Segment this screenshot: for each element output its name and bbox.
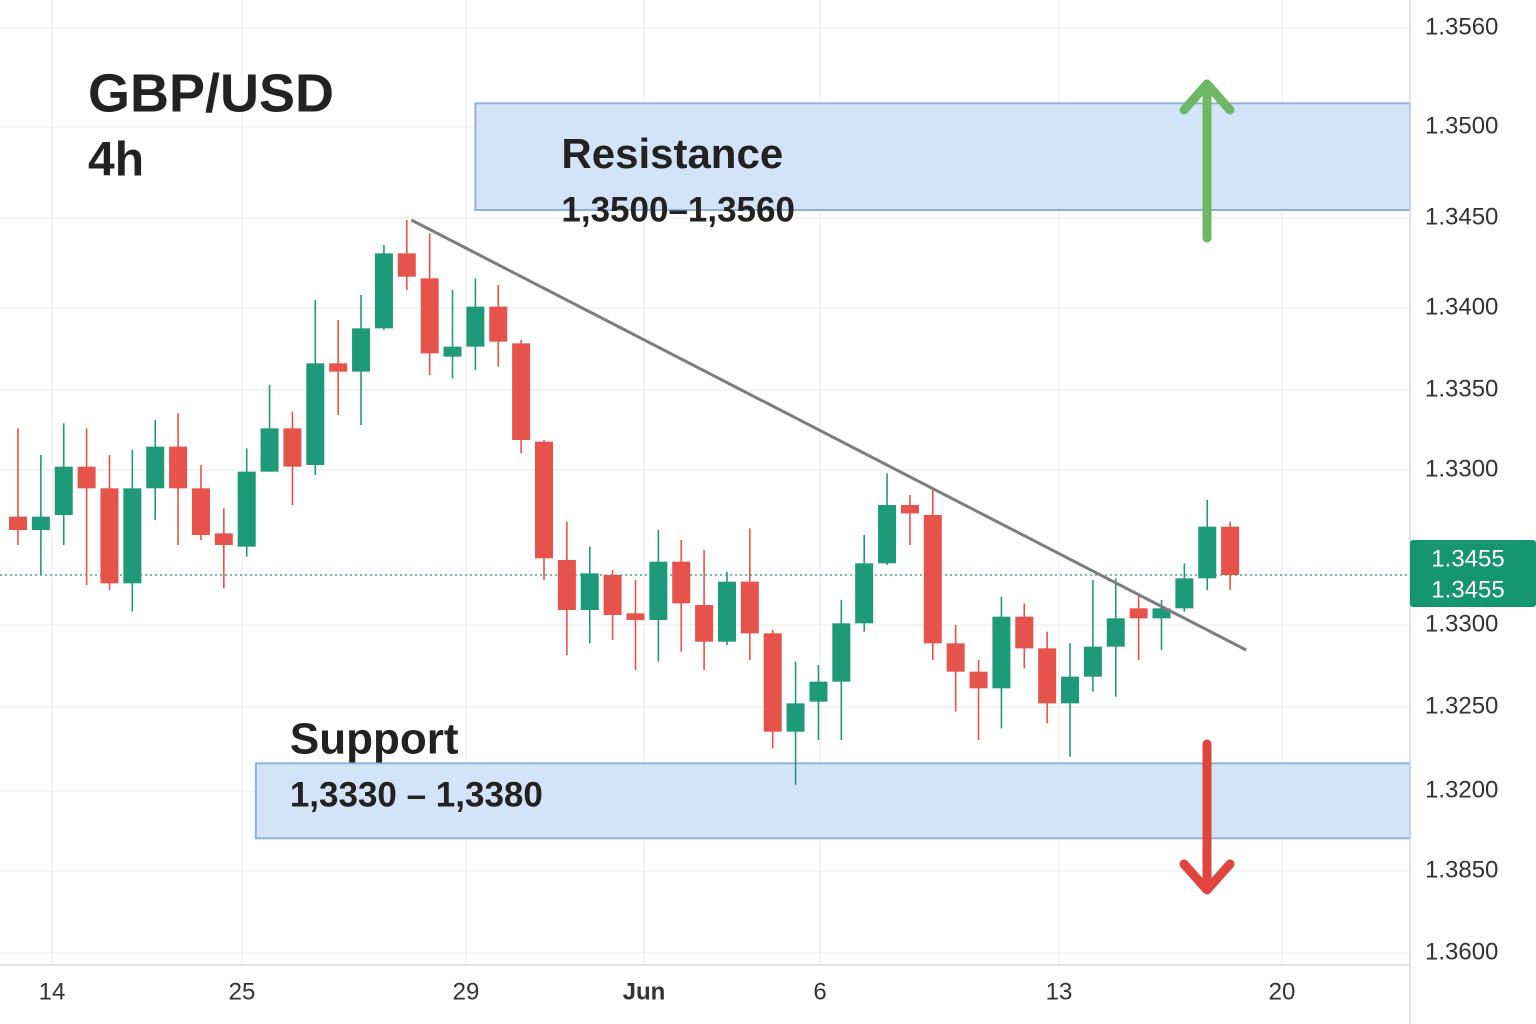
x-axis-label: 29 [453, 978, 480, 1005]
candle-body [1129, 608, 1148, 619]
candle-body [237, 471, 256, 547]
price-tag [1410, 540, 1536, 607]
y-axis-label: 1.3850 [1425, 856, 1498, 883]
grid [0, 0, 1410, 965]
candle-body [763, 633, 782, 732]
candle-body [352, 328, 371, 372]
y-axis-label: 1.3450 [1425, 203, 1498, 230]
price-tag-label: 1.3455 [1431, 576, 1504, 603]
candle-body [878, 505, 897, 564]
arrow-head [1179, 79, 1235, 115]
y-axis-label: 1.3350 [1425, 375, 1498, 402]
y-axis-label: 1.3250 [1425, 692, 1498, 719]
candle-body [1152, 608, 1171, 619]
candle-body [717, 581, 736, 642]
plot [0, 218, 1410, 785]
candle-body [306, 363, 325, 465]
y-axis-label: 1.3400 [1425, 293, 1498, 320]
candle-body [489, 306, 508, 342]
candle-body [512, 343, 531, 440]
candle-body [260, 428, 279, 472]
y-axis-label: 1.3560 [1425, 13, 1498, 40]
candle-body [832, 623, 851, 682]
zone-range-label: 1,3500–1,3560 [561, 190, 795, 229]
candle-body [1038, 648, 1057, 704]
y-axis-label: 1.3500 [1425, 112, 1498, 139]
candle-body [283, 428, 302, 467]
zone-label: Resistance [561, 130, 783, 177]
x-axis-label: 20 [1269, 978, 1296, 1005]
candle-body [1106, 618, 1125, 647]
x-axis-label: 14 [39, 978, 66, 1005]
candle-body [923, 515, 942, 644]
arrow-head [1179, 859, 1235, 895]
candle-body [786, 703, 805, 732]
candle-body [169, 446, 188, 489]
candle-body [535, 441, 554, 559]
candle-body [626, 613, 645, 620]
chart-subtitle: 4h [88, 134, 144, 187]
candle-body [649, 561, 668, 620]
candle-body [374, 253, 393, 329]
candle-body [191, 488, 210, 535]
x-axis-label: 25 [229, 978, 256, 1005]
candle-body [580, 573, 599, 610]
candle-body [603, 575, 622, 615]
zones [254, 102, 1411, 840]
candle-body [855, 563, 874, 624]
candle-body [1061, 676, 1080, 704]
candle-body [466, 306, 485, 347]
candle-body [900, 505, 919, 514]
candle-body [1198, 526, 1217, 579]
candle-body [54, 466, 73, 515]
candle-body [9, 516, 27, 530]
candle-body [214, 533, 233, 545]
candle-body [969, 671, 988, 689]
candle-body [397, 253, 416, 277]
candle-body [443, 346, 462, 357]
price-tag-label: 1.3455 [1431, 545, 1504, 572]
up-arrow [1179, 79, 1235, 243]
y-axis-label: 1.3300 [1425, 610, 1498, 637]
candle-body [740, 581, 759, 634]
candle-body [809, 681, 828, 702]
zone-range-label: 1,3330 – 1,3380 [290, 775, 543, 814]
trendline [410, 218, 1247, 652]
candle-body [146, 446, 165, 489]
candle-body [1221, 526, 1240, 575]
candle-body [100, 488, 119, 584]
candle-body [123, 488, 142, 584]
candle-body [557, 560, 576, 610]
candle-body [329, 363, 348, 372]
x-axis-label: 6 [813, 978, 826, 1005]
candle-body [1083, 646, 1102, 677]
y-axis-label: 1.3300 [1425, 455, 1498, 482]
candle-body [672, 561, 691, 604]
x-axis-label: 13 [1046, 978, 1073, 1005]
candle-body [695, 605, 714, 642]
candle-body [31, 516, 50, 530]
candle-body [992, 616, 1011, 689]
candle-body [1015, 616, 1034, 649]
axes: 1.3560 1.3500 1.3450 1.3400 1.3350 1.3300 1.33… [39, 13, 1536, 1005]
candle-body [420, 278, 439, 354]
candle-body [77, 466, 96, 489]
y-axis-label: 1.3200 [1425, 776, 1498, 803]
down-arrow [1179, 739, 1235, 895]
candle-body [1175, 578, 1194, 609]
x-axis-label: Jun [623, 978, 666, 1005]
candle-body [946, 643, 965, 672]
zone-label: Support [290, 715, 459, 764]
chart-title: GBP/USD [88, 63, 334, 123]
y-axis-label: 1.3600 [1425, 938, 1498, 965]
